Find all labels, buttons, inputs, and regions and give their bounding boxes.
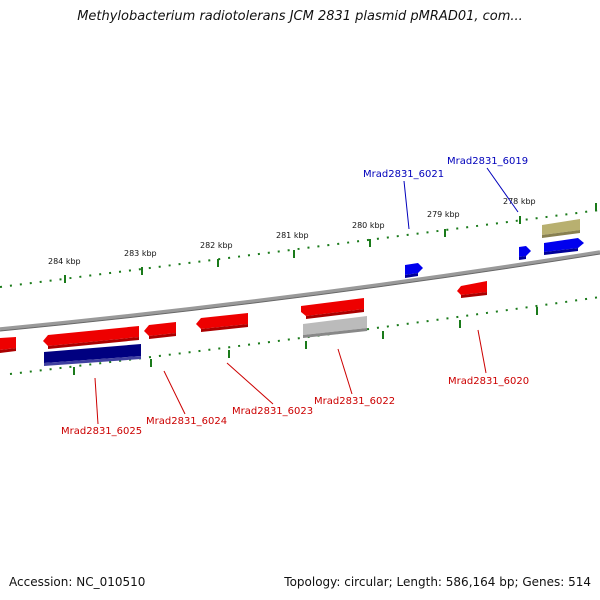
major-ticks	[64, 203, 597, 375]
tick-label-280: 280 kbp	[352, 221, 385, 230]
gene-mrad2831-6020[interactable]	[457, 281, 487, 298]
tick-label-283: 283 kbp	[124, 249, 157, 258]
gene-mrad2831-6023[interactable]	[196, 313, 248, 332]
upper-ruler	[0, 209, 600, 288]
gene-mrad2831-6022[interactable]	[301, 298, 364, 319]
gene-mrad2831-6019[interactable]	[519, 246, 531, 260]
gene-olive-block[interactable]	[542, 219, 580, 238]
gene-label-mrad2831-6021[interactable]: Mrad2831_6021	[363, 169, 444, 180]
gene-label-mrad2831-6023[interactable]: Mrad2831_6023	[232, 406, 313, 417]
tick-label-284: 284 kbp	[48, 257, 81, 266]
gene-label-mrad2831-6020[interactable]: Mrad2831_6020	[448, 376, 529, 387]
map-title: Methylobacterium radiotolerans JCM 2831 …	[77, 9, 523, 24]
gene-label-mrad2831-6019[interactable]: Mrad2831_6019	[447, 156, 528, 167]
label-leaders-red	[94, 329, 487, 425]
gene-navy-block[interactable]	[44, 344, 141, 366]
gene-partial-left[interactable]	[0, 337, 16, 353]
tick-label-279: 279 kbp	[427, 210, 460, 219]
genome-backbone	[0, 250, 600, 331]
gene-blue-block-right[interactable]	[544, 238, 584, 255]
tick-label-281: 281 kbp	[276, 231, 309, 240]
gene-gray-block[interactable]	[303, 316, 367, 338]
topology-summary: Topology: circular; Length: 586,164 bp; …	[284, 575, 591, 589]
gene-label-mrad2831-6025[interactable]: Mrad2831_6025	[61, 426, 142, 437]
gene-mrad2831-6024[interactable]	[144, 322, 176, 339]
accession-text: Accession: NC_010510	[9, 575, 146, 589]
gene-label-mrad2831-6024[interactable]: Mrad2831_6024	[146, 416, 227, 427]
tick-label-278: 278 kbp	[503, 197, 536, 206]
gene-mrad2831-6025[interactable]	[43, 326, 139, 349]
label-leaders-blue	[403, 167, 519, 230]
lower-ruler	[9, 296, 600, 375]
gene-mrad2831-6021[interactable]	[405, 263, 423, 278]
tick-label-282: 282 kbp	[200, 241, 233, 250]
gene-label-mrad2831-6022[interactable]: Mrad2831_6022	[314, 396, 395, 407]
